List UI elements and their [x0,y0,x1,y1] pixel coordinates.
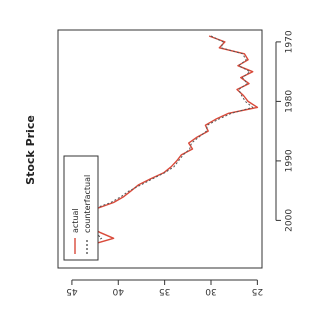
series-line-counterfactual [76,35,254,257]
legend-label-counterfactual: counterfactual [83,175,92,233]
series-line-actual [77,35,259,257]
year-tick-label: 1970 [285,30,295,53]
price-tick-label: 45 [66,286,77,296]
legend-label-actual: actual [71,208,80,233]
year-tick-label: 1990 [285,149,295,172]
legend-box [63,155,99,261]
year-tick-label: 1980 [285,90,295,113]
price-tick-label: 40 [112,286,124,296]
price-tick-label: 25 [252,286,263,296]
price-tick-label: 30 [205,286,217,296]
year-tick-label: 2000 [285,209,295,232]
plot-frame [57,29,263,269]
chart-title: Stock Price [24,115,37,185]
price-tick-label: 35 [159,286,170,296]
